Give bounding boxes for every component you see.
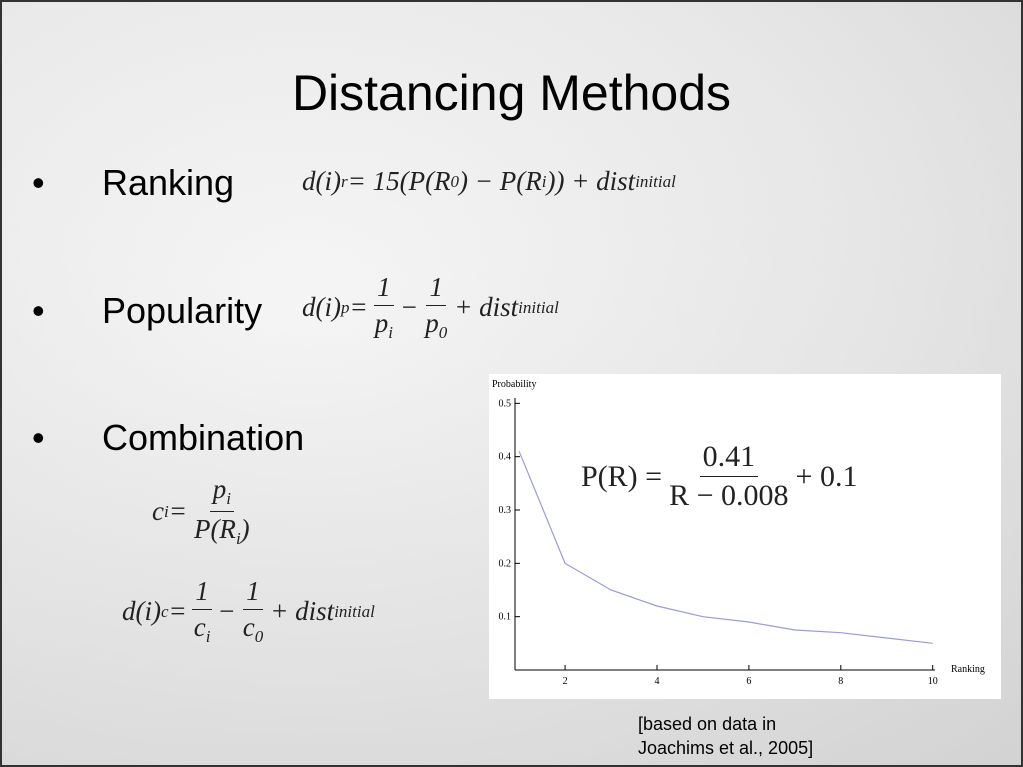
math-text: 1 [246,576,260,606]
math-text: + dist [454,292,519,322]
denominator: c0 [240,610,266,647]
numerator: 0.41 [699,440,759,477]
fraction: pi P(Ri) [191,474,253,549]
math-subscript: p [340,297,350,317]
math-text: − [217,596,236,626]
x-tick-label: 6 [746,676,751,687]
math-text: 0.41 [702,440,756,473]
math-text: d(i) [122,596,161,626]
formula: d(i) r = 15(P(R 0) − P(R i)) + dist initial [302,166,676,197]
denominator: ci [191,610,214,647]
math-subscript: 0 [438,323,448,342]
chart-equation: P(R) = 0.41 R − 0.008 + 0.1 [581,440,857,513]
math-text: d(i) [302,166,341,196]
math-text: c [242,612,255,642]
bullet-text: Ranking [102,162,235,203]
y-tick-label: 0.4 [499,452,512,463]
y-tick-label: 0.3 [499,505,512,516]
fraction: 1 ci [191,576,214,647]
math-text: + 0.1 [795,459,858,493]
math-text: = [168,496,187,526]
math-text: c [193,612,206,642]
math-subscript: initial [635,171,676,191]
math-subscript: r [340,171,348,191]
math-subscript: initial [334,601,375,621]
math-text: ) − P(R [459,166,542,196]
numerator: 1 [243,576,263,610]
fraction: 0.41 R − 0.008 [666,440,791,513]
math-subscript: c [160,601,169,621]
math-subscript: i [388,323,393,342]
chart: Probability Ranking 0.1 0.2 0.3 0.4 0.5 2 4 6 8 10 [492,379,985,687]
numerator: pi [209,474,234,512]
math-text: c [152,496,164,526]
math-text: 1 [429,272,443,302]
math-subscript: i [163,501,169,521]
math-subscript: i [541,171,547,191]
chart-panel: Probability Ranking 0.1 0.2 0.3 0.4 0.5 2 4 6 8 10 … [489,374,1001,699]
math-subscript: 0 [254,627,264,646]
numerator: 1 [374,272,394,306]
x-tick-label: 2 [563,676,568,687]
citation-line: [based on data in [638,714,777,734]
x-axis-label: Ranking [951,664,985,675]
math-subscript: i [205,627,211,646]
y-tick-label: 0.2 [499,558,512,569]
bullet: • Popularity [32,290,263,331]
denominator: R − 0.008 [666,477,791,513]
y-axis-label: Probability [492,379,536,390]
fraction: 1 pi [372,272,396,343]
math-subscript: 0 [450,171,460,191]
math-text: 1 [195,576,209,606]
denominator: pi [372,306,396,343]
math-text: + dist [270,596,335,626]
math-text: p [374,308,389,338]
denominator: p0 [422,306,450,343]
math-subscript: initial [518,297,559,317]
denominator: P(Ri) [191,512,253,549]
math-text: p [212,474,227,504]
x-tick-label: 8 [838,676,843,687]
x-tick-label: 10 [928,676,938,687]
x-tick-label: 4 [654,676,659,687]
slide-title: Distancing Methods [291,65,732,121]
bullet: • Combination [32,417,305,458]
citation-line: Joachims et al., 2005] [638,738,814,758]
math-text: R − 0.008 [669,479,789,512]
formula: d(i) p = 1 pi − 1 p0 + dist initial [302,272,559,343]
math-text: = 15(P(R [347,166,451,196]
math-text: = [349,292,368,322]
math-text: )) + dist [546,166,636,196]
math-text: = [168,596,187,626]
math-subscript: i [226,489,231,508]
numerator: 1 [192,576,212,610]
math-text: d(i) [302,292,341,322]
y-tick-label: 0.5 [499,398,512,409]
citation: [based on data in Joachims et al., 2005] [638,712,813,760]
math-text: P(R) = [581,459,663,493]
fraction: 1 c0 [240,576,266,647]
line-series [518,451,933,644]
bullet: • Ranking [32,162,235,203]
bullet-text: Popularity [102,290,263,331]
math-text: − [399,292,419,322]
math-subscript: i [235,529,241,548]
numerator: 1 [426,272,446,306]
formula: d(i) c = 1 ci − 1 c0 + dist initial [122,576,375,647]
fraction: 1 p0 [422,272,450,343]
math-text: ) [240,514,250,544]
math-text: P(R [193,514,236,544]
math-text: p [425,308,439,338]
y-tick-label: 0.1 [499,612,512,623]
math-text: 1 [377,272,391,302]
bullet-text: Combination [102,417,305,458]
